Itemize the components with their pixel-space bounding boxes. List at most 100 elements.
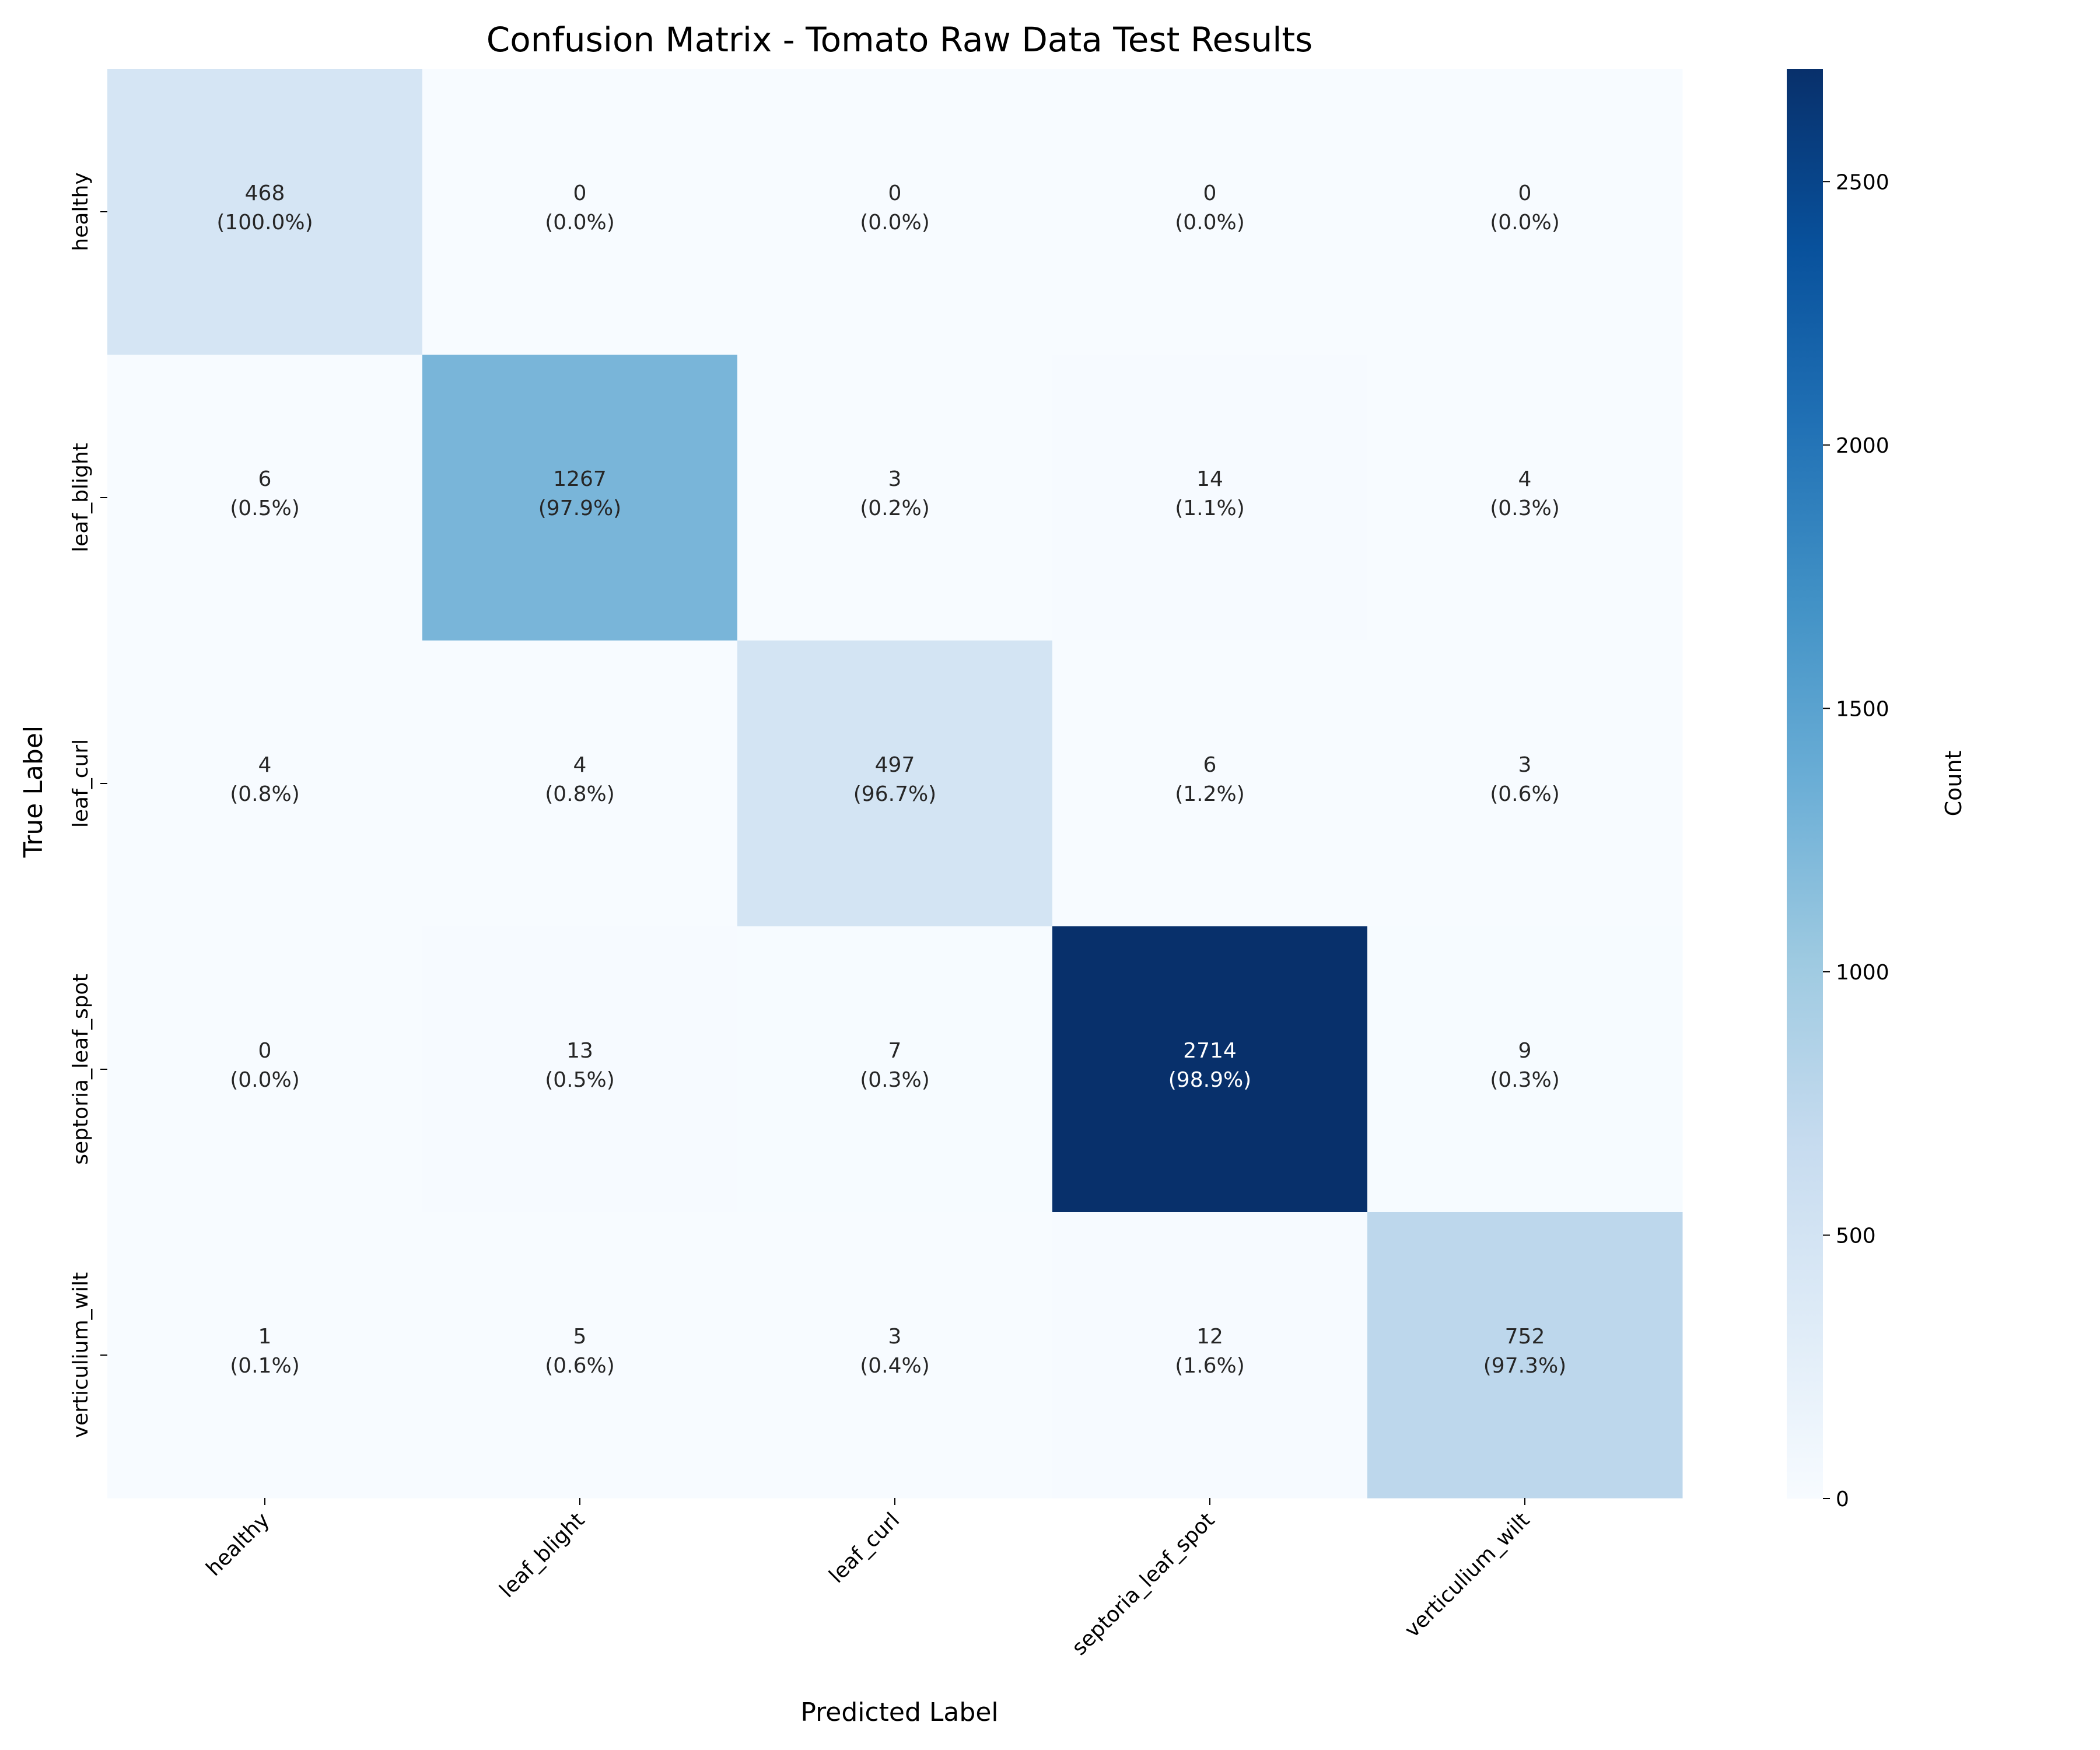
heatmap-cell	[107, 1212, 423, 1499]
colorbar-tick-label: 1000	[1836, 961, 1889, 985]
cell-count-label: 5	[573, 1325, 587, 1349]
x-tick-label: septoria_leaf_spot	[1068, 1508, 1220, 1660]
y-tick-label: leaf_curl	[69, 739, 93, 828]
x-tick-label: leaf_curl	[825, 1508, 905, 1588]
cell-percent-label: (0.3%)	[1490, 496, 1560, 520]
heatmap-cell	[737, 69, 1053, 355]
heatmap-cell	[1367, 355, 1683, 641]
cell-count-label: 3	[1518, 753, 1532, 777]
cell-count-label: 0	[573, 181, 587, 205]
colorbar-tick-label: 0	[1836, 1488, 1849, 1511]
cell-count-label: 13	[566, 1039, 593, 1063]
heatmap-cell	[1367, 926, 1683, 1213]
heatmap-cell	[1052, 355, 1368, 641]
cell-count-label: 468	[245, 181, 285, 205]
cell-percent-label: (96.7%)	[853, 782, 936, 806]
cell-count-label: 4	[573, 753, 587, 777]
cell-percent-label: (0.0%)	[1490, 211, 1560, 235]
heatmap-cell	[107, 355, 423, 641]
cell-percent-label: (1.2%)	[1175, 782, 1245, 806]
y-tick-label: leaf_blight	[69, 443, 93, 552]
heatmap-cell	[1367, 1212, 1683, 1499]
heatmap-cell	[107, 926, 423, 1213]
heatmap-cell	[107, 69, 423, 355]
cell-count-label: 9	[1518, 1039, 1532, 1063]
cell-percent-label: (97.9%)	[538, 496, 621, 520]
cell-count-label: 6	[1203, 753, 1217, 777]
y-axis: healthy leaf_blight leaf_curl septoria_leaf…	[69, 172, 107, 1438]
cell-percent-label: (0.5%)	[230, 496, 300, 520]
cell-percent-label: (0.6%)	[545, 1354, 615, 1378]
cell-percent-label: (0.8%)	[230, 782, 300, 806]
colorbar	[1787, 69, 1823, 1499]
cell-percent-label: (0.1%)	[230, 1354, 300, 1378]
cell-percent-label: (0.0%)	[230, 1068, 300, 1092]
y-tick-label: healthy	[69, 172, 93, 251]
cell-count-label: 4	[1518, 467, 1532, 491]
colorbar-ticks: 0 500 1000 1500 2000 2500	[1823, 170, 1889, 1511]
cell-percent-label: (0.6%)	[1490, 782, 1560, 806]
heatmap-cell	[737, 640, 1053, 927]
x-tick-label: leaf_blight	[495, 1508, 590, 1602]
x-axis: healthy leaf_blight leaf_curl septoria_leaf…	[202, 1498, 1534, 1660]
colorbar-tick-label: 500	[1836, 1224, 1876, 1248]
cell-percent-label: (0.4%)	[860, 1354, 930, 1378]
heatmap-cell	[1052, 1212, 1368, 1499]
chart-title: Confusion Matrix - Tomato Raw Data Test …	[487, 20, 1313, 60]
cell-labels: 468 (100.0%) 0 (0.0%) 0 (0.0%) 0 (0.0%) 0 (0.0%) 6…	[216, 181, 1566, 1378]
cell-count-label: 4	[258, 753, 272, 777]
cell-percent-label: (1.1%)	[1175, 496, 1245, 520]
heatmap-cell	[737, 1212, 1053, 1499]
heatmap-cell	[422, 355, 738, 641]
cell-count-label: 7	[888, 1039, 902, 1063]
cell-percent-label: (0.0%)	[860, 211, 930, 235]
y-tick-label: verticulium_wilt	[69, 1272, 93, 1438]
heatmap-cell	[422, 69, 738, 355]
cell-percent-label: (0.0%)	[545, 211, 615, 235]
cell-percent-label: (1.6%)	[1175, 1354, 1245, 1378]
cell-count-label: 0	[1203, 181, 1217, 205]
heatmap-cell	[1367, 640, 1683, 927]
x-axis-label: Predicted Label	[800, 1698, 998, 1727]
cell-percent-label: (0.5%)	[545, 1068, 615, 1092]
cell-percent-label: (0.2%)	[860, 496, 930, 520]
heatmap-cell	[1052, 69, 1368, 355]
cell-count-label: 497	[875, 753, 915, 777]
heatmap-cell	[422, 640, 738, 927]
colorbar-tick-label: 2000	[1836, 434, 1889, 458]
cell-count-label: 12	[1196, 1325, 1223, 1349]
cell-count-label: 3	[888, 1325, 902, 1349]
cell-count-label: 0	[1518, 181, 1532, 205]
cell-percent-label: (98.9%)	[1168, 1068, 1251, 1092]
cell-count-label: 14	[1196, 467, 1223, 491]
y-axis-label: True Label	[19, 726, 48, 858]
heatmap-cell	[107, 640, 423, 927]
cell-count-label: 6	[258, 467, 272, 491]
cell-count-label: 752	[1505, 1325, 1545, 1349]
colorbar-tick-label: 2500	[1836, 170, 1889, 194]
heatmap-cell	[1367, 69, 1683, 355]
heatmap-cell	[737, 355, 1053, 641]
cell-percent-label: (0.3%)	[1490, 1068, 1560, 1092]
heatmap-cell	[422, 1212, 738, 1499]
cell-count-label: 0	[888, 181, 902, 205]
x-tick-label: healthy	[202, 1508, 275, 1581]
cell-percent-label: (0.3%)	[860, 1068, 930, 1092]
cell-count-label: 0	[258, 1039, 272, 1063]
colorbar-tick-label: 1500	[1836, 697, 1889, 721]
heatmap-cells	[107, 69, 1683, 1499]
y-tick-label: septoria_leaf_spot	[69, 974, 93, 1164]
cell-percent-label: (0.8%)	[545, 782, 615, 806]
cell-count-label: 2714	[1183, 1039, 1237, 1063]
heatmap-cell	[737, 926, 1053, 1213]
x-tick-label: verticulium_wilt	[1400, 1508, 1534, 1642]
cell-percent-label: (0.0%)	[1175, 211, 1245, 235]
cell-count-label: 3	[888, 467, 902, 491]
heatmap-cell	[1052, 640, 1368, 927]
colorbar-label: Count	[1941, 751, 1966, 817]
cell-percent-label: (97.3%)	[1483, 1354, 1566, 1378]
cell-count-label: 1267	[553, 467, 607, 491]
cell-count-label: 1	[258, 1325, 272, 1349]
heatmap-cell	[422, 926, 738, 1213]
